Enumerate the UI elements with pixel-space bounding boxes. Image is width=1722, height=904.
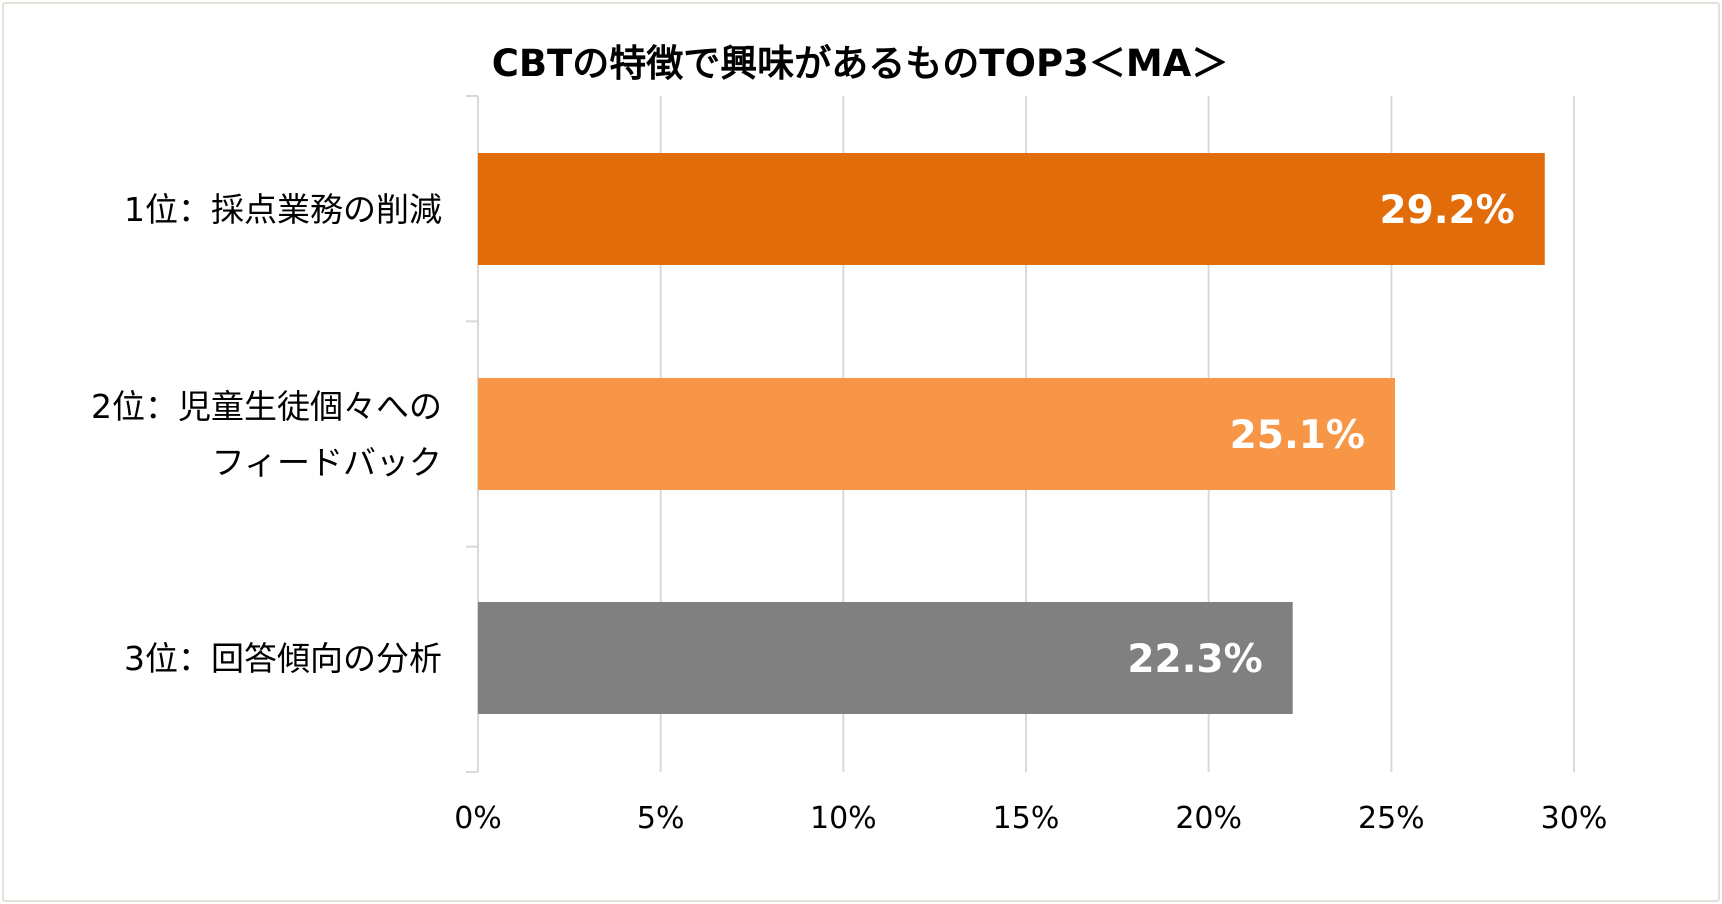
data-label-3: 22.3% xyxy=(1127,637,1262,682)
x-tick-label-15: 15% xyxy=(993,801,1060,836)
bar-1 xyxy=(478,153,1545,265)
x-tick-label-5: 5% xyxy=(637,801,685,836)
bar-layer xyxy=(478,153,1545,714)
category-label-1: 1位：採点業務の削減 xyxy=(124,190,442,229)
x-tick-label-20: 20% xyxy=(1175,801,1242,836)
x-tick-label-25: 25% xyxy=(1358,801,1425,836)
tick-layer: 0% 5% 10% 15% 20% 25% 30% xyxy=(454,801,1607,836)
category-label-2-line-1: 2位：児童生徒個々への xyxy=(91,387,442,426)
bar-2 xyxy=(478,378,1395,490)
category-label-2-line-2: フィードバック xyxy=(212,443,442,482)
x-tick-label-30: 30% xyxy=(1541,801,1608,836)
x-tick-label-10: 10% xyxy=(810,801,877,836)
data-label-2: 25.1% xyxy=(1230,413,1365,458)
chart-title: CBTの特徴で興味があるものTOP3＜MA＞ xyxy=(492,42,1229,85)
data-label-1: 29.2% xyxy=(1379,188,1514,233)
category-label-3: 3位：回答傾向の分析 xyxy=(124,639,442,678)
bar-3 xyxy=(478,602,1293,714)
x-tick-label-0: 0% xyxy=(454,801,502,836)
